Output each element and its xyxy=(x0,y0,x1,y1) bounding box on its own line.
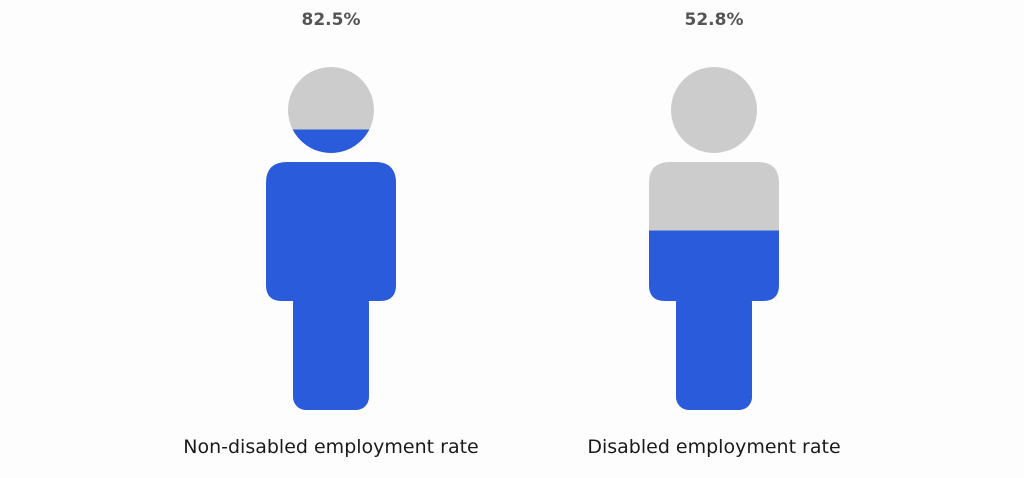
value-label-non-disabled: 82.5% xyxy=(301,10,361,30)
category-label-non-disabled: Non-disabled employment rate xyxy=(183,436,479,458)
category-label-disabled: Disabled employment rate xyxy=(587,436,841,458)
person-fill-bar xyxy=(649,230,779,410)
value-label-disabled: 52.8% xyxy=(684,10,744,30)
person-fill-bar xyxy=(266,129,396,410)
